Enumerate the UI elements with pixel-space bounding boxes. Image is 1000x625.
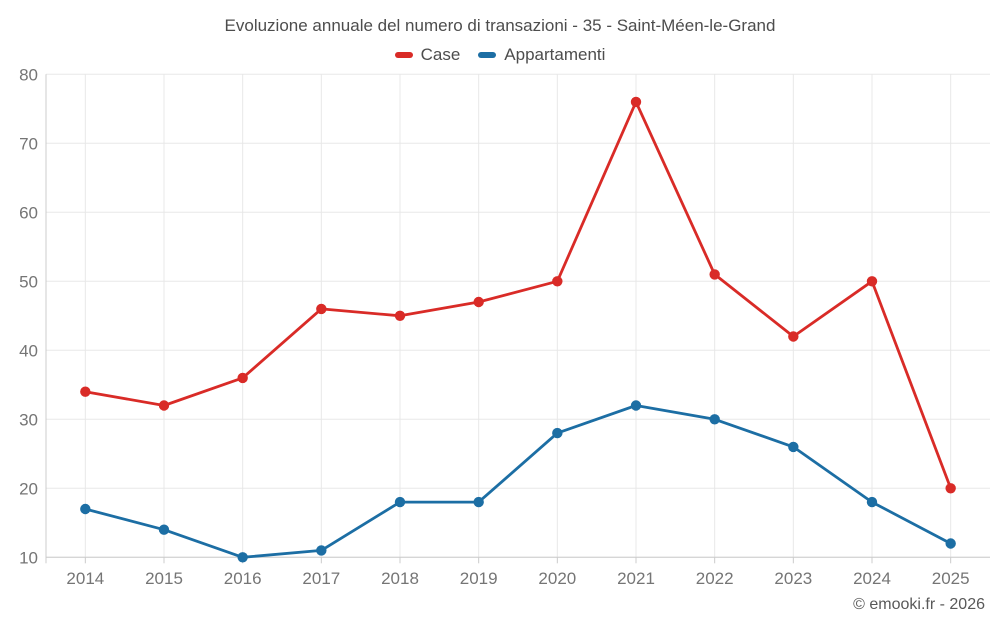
y-axis-tick-label: 10 <box>19 548 38 567</box>
appartamenti-data-point <box>866 496 878 508</box>
appartamenti-data-point <box>80 503 91 515</box>
y-axis-tick-label: 70 <box>19 134 38 153</box>
appartamenti-data-point <box>945 538 956 549</box>
x-axis-tick-label: 2018 <box>381 569 419 588</box>
case-data-point <box>709 269 720 280</box>
case-data-point <box>945 483 956 494</box>
appartamenti-data-point <box>788 441 799 453</box>
x-axis-tick-label: 2020 <box>538 569 576 588</box>
x-axis-tick-label: 2023 <box>774 569 812 588</box>
appartamenti-data-point <box>316 545 327 556</box>
x-axis-tick-label: 2024 <box>853 569 891 588</box>
case-legend-swatch-icon <box>394 52 413 58</box>
case-legend-label: Case <box>420 45 461 64</box>
appartamenti-data-point <box>394 496 406 508</box>
appartamenti-data-point <box>237 552 248 563</box>
chart-title: Evoluzione annuale del numero di transaz… <box>224 16 776 35</box>
case-series-line <box>83 100 953 490</box>
x-axis-tick-label: 2021 <box>617 569 655 588</box>
appartamenti-data-point <box>552 427 563 439</box>
y-axis-tick-label: 60 <box>19 203 38 222</box>
appartamenti-legend-label: Appartamenti <box>504 45 606 64</box>
appartamenti-legend-swatch-icon <box>478 52 497 58</box>
appartamenti-data-point <box>158 524 170 535</box>
y-axis-tick-label: 20 <box>19 479 38 498</box>
case-data-point <box>630 96 642 108</box>
x-axis-tick-label: 2017 <box>302 569 340 588</box>
case-data-point <box>80 386 91 397</box>
case-data-point <box>394 310 406 321</box>
case-data-point <box>237 372 248 384</box>
case-data-point <box>866 276 878 287</box>
x-axis-tick-label: 2014 <box>66 569 104 588</box>
case-data-point <box>473 296 484 308</box>
case-data-point <box>552 276 563 287</box>
y-axis-tick-label: 30 <box>19 410 38 429</box>
chart-legend: Case Appartamenti <box>0 45 1000 65</box>
y-axis-tick-label: 50 <box>19 272 38 291</box>
x-axis-tick-label: 2022 <box>696 569 734 588</box>
case-data-point <box>316 303 327 315</box>
case-data-point <box>158 400 170 411</box>
x-axis-tick-label: 2016 <box>224 569 262 588</box>
appartamenti-data-point <box>630 400 642 411</box>
appartamenti-data-point <box>709 414 720 425</box>
appartamenti-series-line <box>83 404 953 559</box>
y-axis-tick-label: 40 <box>19 341 38 360</box>
case-data-point <box>788 331 799 342</box>
y-axis-tick-label: 80 <box>19 65 38 84</box>
x-axis-tick-label: 2025 <box>932 569 970 588</box>
copyright-credit: © emooki.fr - 2026 <box>853 596 985 613</box>
x-axis-tick-label: 2015 <box>145 569 183 588</box>
x-axis-tick-label: 2019 <box>460 569 498 588</box>
appartamenti-data-point <box>473 496 484 508</box>
legend-item-appartamenti[interactable]: Appartamenti <box>478 45 605 65</box>
legend-item-case[interactable]: Case <box>394 45 461 65</box>
